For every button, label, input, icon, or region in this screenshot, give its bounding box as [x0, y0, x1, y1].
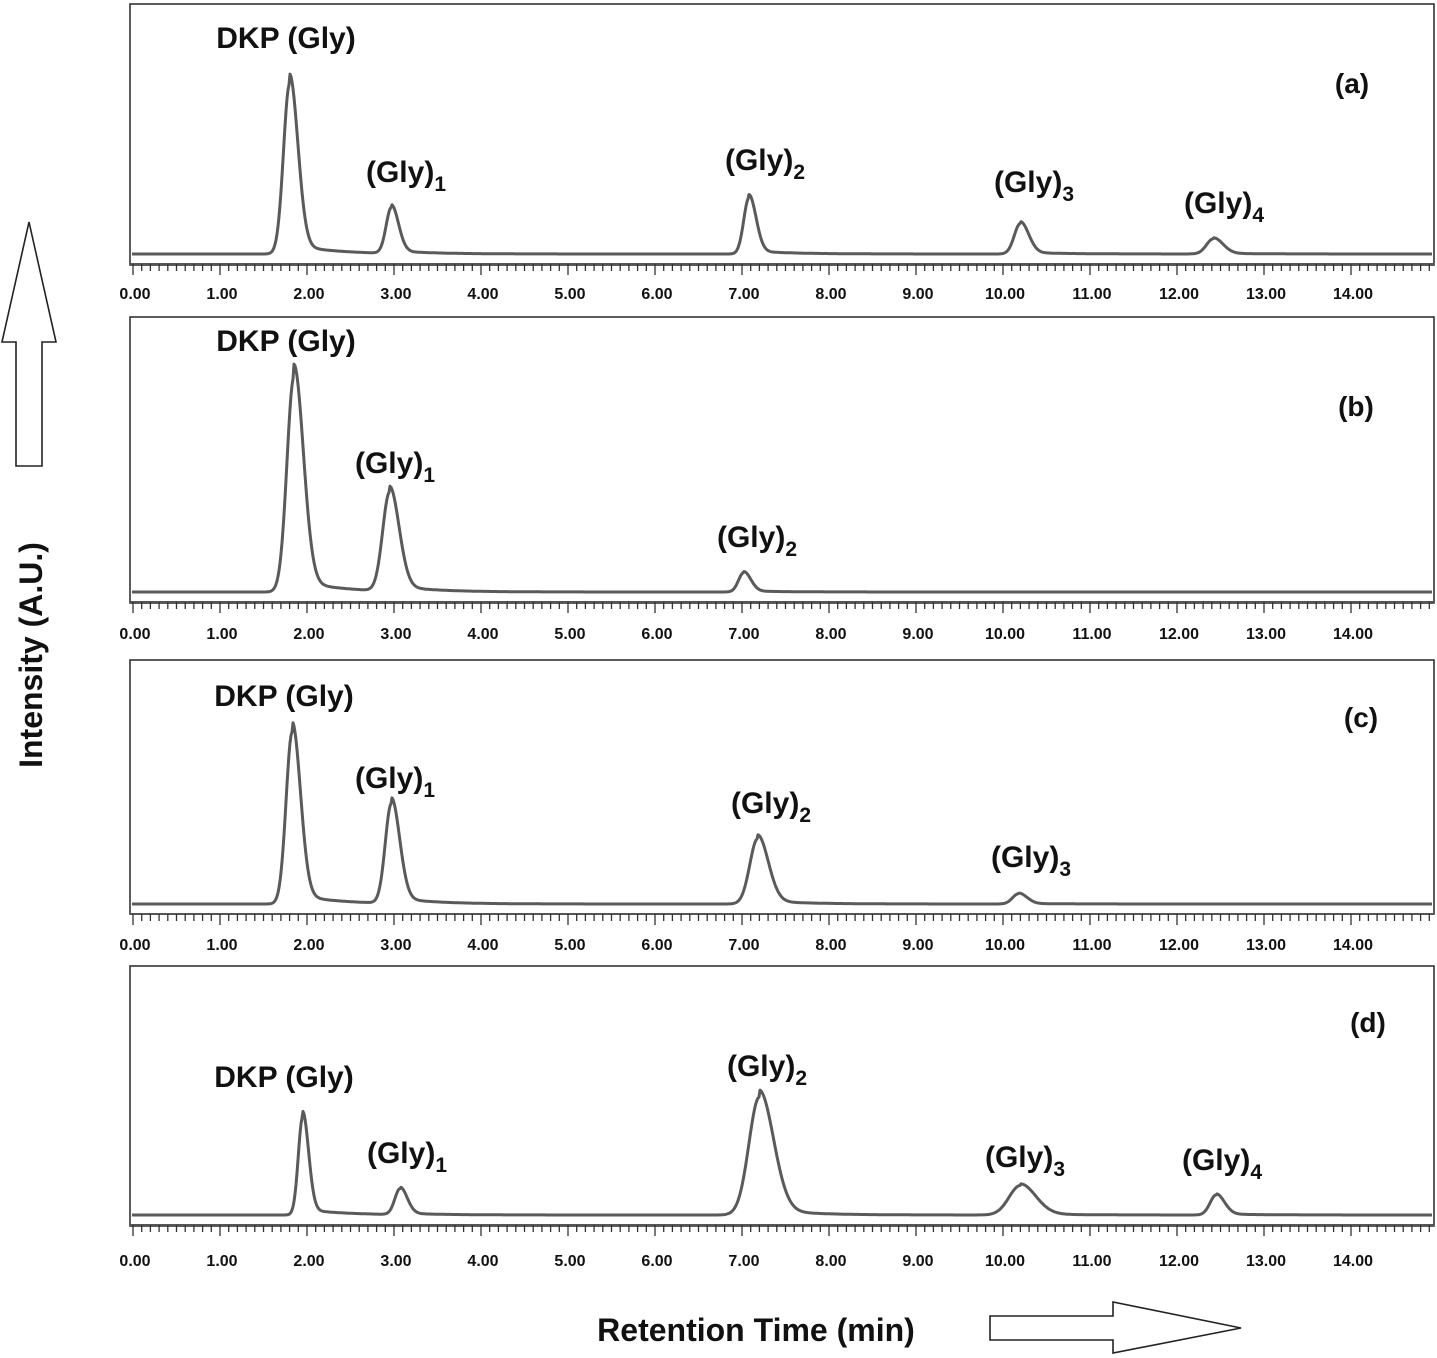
x-tick-label: 8.00	[815, 1253, 846, 1270]
x-tick-label: 12.00	[1159, 1253, 1199, 1270]
x-tick-label: 9.00	[902, 937, 933, 954]
x-tick-label: 6.00	[641, 626, 672, 643]
x-tick-label: 13.00	[1246, 286, 1286, 303]
x-tick-label: 2.00	[293, 626, 324, 643]
panel-label: (b)	[1338, 391, 1374, 422]
peak-label: DKP (Gly)	[216, 22, 355, 55]
peak-label: (Gly)3	[991, 841, 1071, 881]
x-tick-label: 13.00	[1246, 937, 1286, 954]
x-tick-label: 6.00	[641, 1253, 672, 1270]
peak-label: (Gly)1	[355, 762, 435, 802]
peak-label: (Gly)1	[355, 447, 435, 487]
x-tick-label: 5.00	[554, 1253, 585, 1270]
x-tick-label: 0.00	[119, 626, 150, 643]
x-tick-label: 10.00	[985, 626, 1025, 643]
x-tick-label: 6.00	[641, 286, 672, 303]
x-tick-label: 4.00	[467, 1253, 498, 1270]
peak-label: (Gly)1	[367, 1137, 447, 1177]
x-tick-label: 1.00	[206, 626, 237, 643]
x-tick-label: 3.00	[380, 286, 411, 303]
x-tick-label: 3.00	[380, 1253, 411, 1270]
panel-label: (d)	[1350, 1007, 1386, 1038]
x-tick-label: 10.00	[985, 937, 1025, 954]
x-tick-label: 11.00	[1072, 626, 1111, 643]
x-tick-label: 10.00	[985, 286, 1025, 303]
x-tick-label: 14.00	[1333, 937, 1373, 954]
x-tick-label: 8.00	[815, 626, 846, 643]
peak-label: (Gly)3	[985, 1141, 1065, 1181]
peak-label: DKP (Gly)	[216, 325, 355, 358]
x-tick-label: 8.00	[815, 937, 846, 954]
x-tick-label: 14.00	[1333, 1253, 1373, 1270]
x-tick-label: 9.00	[902, 286, 933, 303]
x-tick-label: 0.00	[119, 937, 150, 954]
x-tick-label: 2.00	[293, 937, 324, 954]
x-tick-label: 4.00	[467, 286, 498, 303]
x-tick-label: 6.00	[641, 937, 672, 954]
y-axis-arrow	[1, 221, 57, 467]
chromatogram-panel: 0.00 1.00 2.00 3.00 4.00 5.00 6.00 7.00 8.00 9.00…	[119, 316, 1435, 643]
x-tick-label: 13.00	[1246, 626, 1286, 643]
x-tick-label: 1.00	[206, 286, 237, 303]
x-tick-label: 0.00	[119, 1253, 150, 1270]
chromatogram-panel: 0.00 1.00 2.00 3.00 4.00 5.00 6.00 7.00 8.00 9.00…	[119, 3, 1435, 303]
peak-label: (Gly)2	[731, 787, 811, 827]
x-tick-label: 1.00	[206, 937, 237, 954]
chromatogram-panel: 0.00 1.00 2.00 3.00 4.00 5.00 6.00 7.00 8.00 9.00…	[119, 659, 1435, 954]
chromatogram-trace	[131, 362, 1433, 594]
panel-frame	[129, 965, 1435, 1227]
chromatogram-trace	[131, 1088, 1433, 1217]
x-tick-label: 5.00	[554, 937, 585, 954]
x-tick-label: 14.00	[1333, 626, 1373, 643]
x-tick-label: 14.00	[1333, 286, 1373, 303]
x-tick-label: 11.00	[1072, 937, 1111, 954]
panel-frame	[129, 659, 1435, 915]
peak-label: DKP (Gly)	[214, 1061, 353, 1094]
peak-label: (Gly)2	[727, 1050, 807, 1090]
panels-layer: 0.00 1.00 2.00 3.00 4.00 5.00 6.00 7.00 8.00 9.00…	[119, 3, 1435, 1270]
x-tick-label: 5.00	[554, 286, 585, 303]
x-tick-label: 2.00	[293, 1253, 324, 1270]
x-tick-label: 7.00	[728, 626, 759, 643]
x-tick-label: 12.00	[1159, 286, 1199, 303]
x-tick-label: 3.00	[380, 937, 411, 954]
x-tick-label: 4.00	[467, 937, 498, 954]
x-tick-label: 0.00	[119, 286, 150, 303]
x-tick-label: 1.00	[206, 1253, 237, 1270]
peak-label: (Gly)4	[1184, 187, 1264, 227]
y-axis-title: Intensity (A.U.)	[13, 542, 49, 768]
chromatogram-trace	[131, 72, 1433, 256]
x-tick-label: 12.00	[1159, 626, 1199, 643]
x-tick-label: 8.00	[815, 286, 846, 303]
panel-label: (c)	[1344, 702, 1378, 733]
x-tick-label: 12.00	[1159, 937, 1199, 954]
peak-label: (Gly)3	[994, 166, 1074, 206]
x-tick-label: 13.00	[1246, 1253, 1286, 1270]
peak-label: (Gly)2	[725, 144, 805, 184]
chromatogram-panel: 0.00 1.00 2.00 3.00 4.00 5.00 6.00 7.00 8.00 9.00…	[119, 965, 1435, 1270]
peak-label: DKP (Gly)	[214, 680, 353, 713]
panel-label: (a)	[1335, 68, 1369, 99]
x-tick-label: 9.00	[902, 1253, 933, 1270]
x-tick-label: 11.00	[1072, 1253, 1111, 1270]
x-tick-label: 2.00	[293, 286, 324, 303]
x-tick-label: 11.00	[1072, 286, 1111, 303]
x-tick-label: 7.00	[728, 286, 759, 303]
panel-frame	[129, 3, 1435, 266]
peak-label: (Gly)2	[717, 521, 797, 561]
x-tick-label: 4.00	[467, 626, 498, 643]
peak-label: (Gly)1	[366, 156, 446, 196]
x-tick-label: 10.00	[985, 1253, 1025, 1270]
peak-label: (Gly)4	[1182, 1144, 1262, 1184]
x-tick-label: 3.00	[380, 626, 411, 643]
x-tick-label: 7.00	[728, 1253, 759, 1270]
x-tick-label: 5.00	[554, 626, 585, 643]
x-tick-label: 9.00	[902, 626, 933, 643]
panel-frame	[129, 316, 1435, 604]
chromatogram-trace	[131, 721, 1433, 906]
x-tick-label: 7.00	[728, 937, 759, 954]
x-axis-arrow	[989, 1301, 1242, 1354]
x-axis-title: Retention Time (min)	[597, 1312, 915, 1348]
